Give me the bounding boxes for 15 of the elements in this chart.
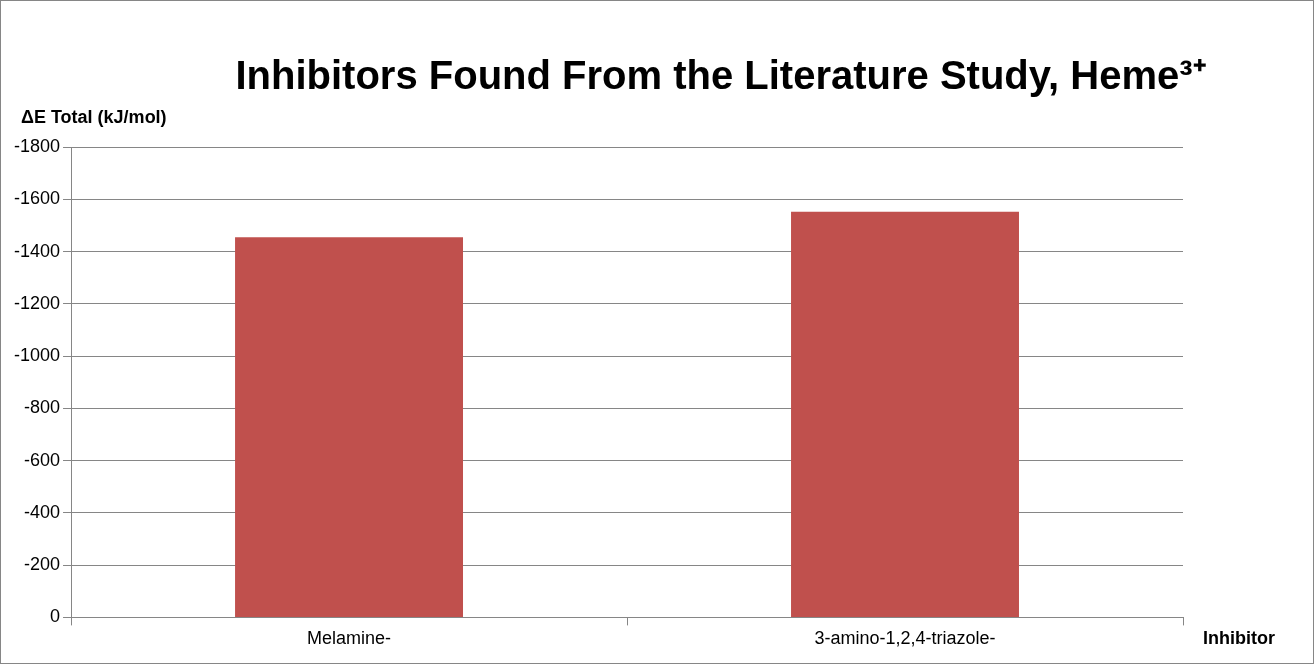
y-tick-label: -1400: [13, 240, 61, 261]
y-tick-label: 0: [50, 606, 61, 627]
y-tick-label: -200: [24, 554, 61, 575]
y-tick-label: -600: [24, 449, 61, 470]
x-tick-label: Melamine-: [307, 628, 392, 649]
y-tick-label: -1600: [13, 188, 61, 209]
y-tick-label: -1800: [13, 135, 61, 156]
chart-title: Inhibitors Found From the Literature Study, Heme³⁺: [235, 53, 1207, 97]
y-tick-label: -400: [24, 501, 61, 522]
y-tick-label: -800: [24, 397, 61, 418]
y-tick-label: -1000: [13, 345, 61, 366]
y-axis-title: ΔE Total (kJ/mol): [21, 107, 167, 127]
y-tick-label: -1200: [13, 292, 61, 313]
x-tick-label: 3-amino-1,2,4-triazole-: [814, 628, 996, 649]
x-axis-title: Inhibitor: [1203, 628, 1275, 649]
